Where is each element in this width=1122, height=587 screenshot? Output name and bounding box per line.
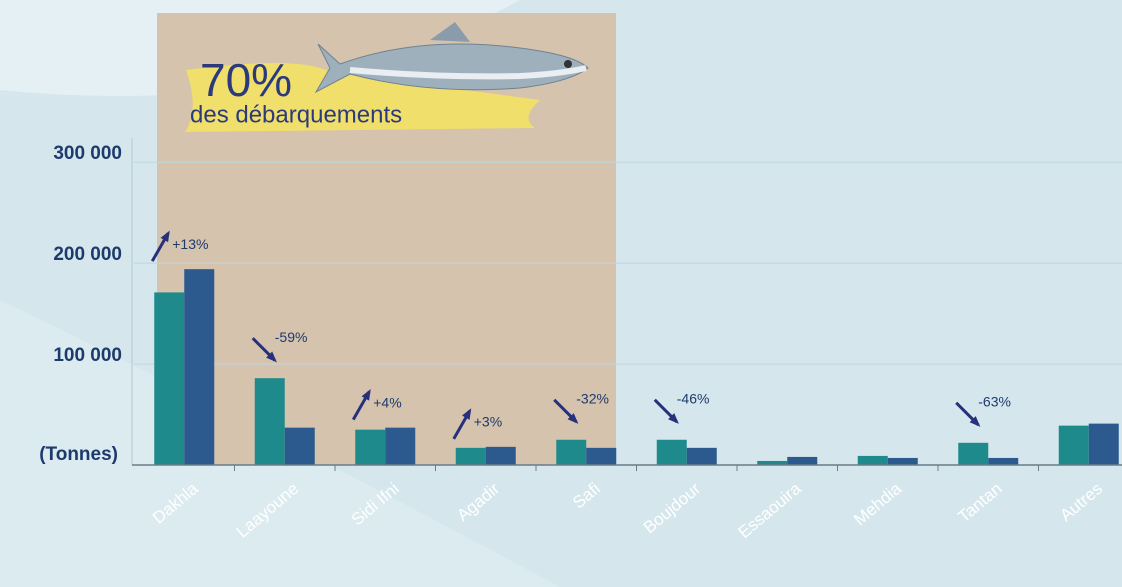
bar: [1089, 424, 1119, 465]
y-tick-label: 300 000: [53, 143, 122, 164]
bar: [958, 443, 988, 465]
x-tick-label: Mehdia: [850, 479, 905, 530]
bar: [385, 428, 415, 465]
y-tick-label: 200 000: [53, 244, 122, 265]
x-tick-label: Safi: [569, 479, 604, 512]
bar: [988, 458, 1018, 465]
annotation-sub: des débarquements: [190, 101, 402, 128]
change-label: -63%: [978, 393, 1011, 409]
bar: [657, 440, 687, 465]
bar: [858, 456, 888, 465]
bar: [486, 447, 516, 465]
x-tick-label: Essaouira: [735, 479, 806, 542]
x-tick-label: Autres: [1056, 479, 1106, 525]
bar: [556, 440, 586, 465]
x-tick-label: Agadir: [453, 479, 503, 525]
annotation-big: 70%: [200, 54, 292, 106]
chart: 70% des débarquements (Tonnes) 100 000 20…: [0, 0, 1122, 587]
y-axis-label: (Tonnes): [39, 444, 118, 465]
change-label: +13%: [172, 236, 208, 252]
x-tick-label: Boujdour: [640, 479, 705, 538]
change-label: +3%: [474, 414, 502, 430]
change-label: -32%: [576, 390, 609, 406]
bar: [285, 428, 315, 465]
bar: [456, 448, 486, 465]
y-tick-label: 100 000: [53, 345, 122, 366]
x-tick-label: Tantan: [954, 479, 1005, 526]
change-label: -46%: [677, 390, 710, 406]
change-label: +4%: [373, 394, 401, 410]
bar: [154, 292, 184, 465]
bar: [888, 458, 918, 465]
bar: [1059, 426, 1089, 465]
bar: [787, 457, 817, 465]
bar: [687, 448, 717, 465]
bar: [355, 430, 385, 465]
bar: [184, 269, 214, 465]
change-label: -59%: [275, 329, 308, 345]
bar: [586, 448, 616, 465]
bar: [255, 378, 285, 465]
